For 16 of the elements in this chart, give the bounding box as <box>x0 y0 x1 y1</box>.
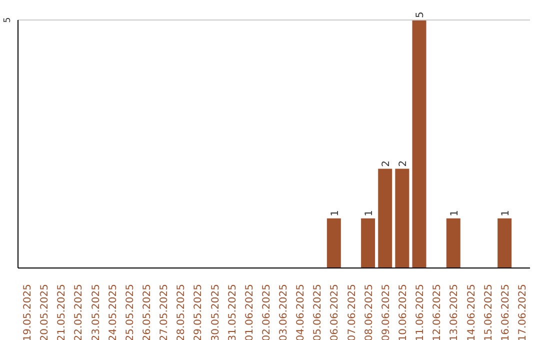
x-tick-label: 13.06.2025 <box>449 284 460 340</box>
data-label: 1 <box>364 210 376 216</box>
data-label: 1 <box>449 210 460 216</box>
data-label: 2 <box>381 160 392 167</box>
data-label: 1 <box>330 210 341 216</box>
data-label: 1 <box>500 210 512 216</box>
x-tick-label: 12.06.2025 <box>432 284 444 340</box>
x-tick-label: 17.06.2025 <box>517 284 528 340</box>
x-tick-label: 14.06.2025 <box>466 284 478 340</box>
x-tick-label: 15.06.2025 <box>483 284 494 340</box>
data-label: 2 <box>398 160 410 167</box>
x-tick-label: 10.06.2025 <box>398 284 409 340</box>
x-tick-label: 16.06.2025 <box>500 284 512 340</box>
data-label: 5 <box>415 12 426 18</box>
x-tick-label: 19.05.2025 <box>22 284 34 340</box>
x-tick-label: 11.06.2025 <box>415 284 426 340</box>
